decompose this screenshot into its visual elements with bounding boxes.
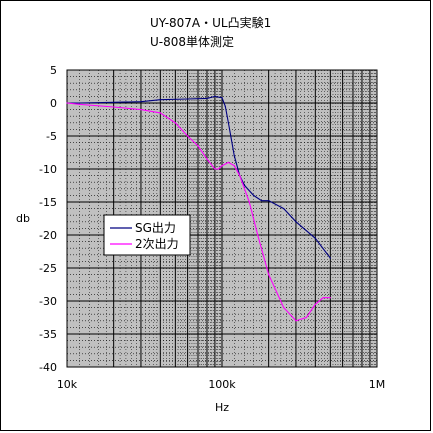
- legend: SG出力 2次出力: [103, 214, 191, 256]
- y-tick-label: -30: [39, 295, 57, 308]
- series-2-point: [268, 274, 270, 276]
- series-2-point: [159, 112, 161, 114]
- series-2-point: [206, 158, 208, 160]
- series-2-point: [329, 297, 331, 299]
- series-1-point: [187, 98, 189, 100]
- x-axis-label: Hz: [215, 401, 229, 414]
- series-2-point: [197, 145, 199, 147]
- series-1-point: [314, 237, 316, 239]
- chart-subtitle: U-808単体測定: [150, 35, 235, 49]
- y-tick-label: 0: [50, 97, 57, 110]
- series-1-point: [214, 95, 216, 97]
- series-1-point: [295, 221, 297, 223]
- series-2-point: [257, 234, 259, 236]
- series-1-point: [268, 200, 270, 202]
- x-tick-label: 100k: [208, 378, 236, 391]
- series-1-point: [329, 257, 331, 259]
- series-1-point: [224, 105, 226, 107]
- series-2-point: [322, 297, 324, 299]
- series-2-point: [140, 109, 142, 111]
- series-2-point: [239, 175, 241, 177]
- y-tick-label: -25: [39, 262, 57, 275]
- grid: [67, 70, 377, 367]
- y-tick-label: 5: [50, 64, 57, 77]
- y-tick-label: -40: [39, 361, 57, 374]
- series-1-point: [244, 184, 246, 187]
- series-2-point: [78, 103, 80, 105]
- series-group: [66, 95, 331, 322]
- x-tick-label: 10k: [57, 378, 78, 391]
- y-axis-label: db: [16, 212, 30, 225]
- series-1-point: [227, 122, 230, 124]
- series-line-2: [66, 102, 331, 322]
- series-1-point: [233, 155, 235, 157]
- series-1-point: [260, 200, 263, 202]
- legend-label-2: 2次出力: [135, 237, 179, 251]
- series-2-point: [305, 316, 307, 319]
- x-axis-ticks: 10k 100k 1M: [57, 378, 385, 391]
- series-2-point: [66, 102, 68, 104]
- series-2-point: [283, 307, 285, 309]
- series-2-point: [233, 165, 235, 167]
- series-1-point: [159, 99, 161, 101]
- y-tick-label: -10: [39, 163, 57, 176]
- series-1-point: [283, 208, 285, 210]
- y-tick-label: -20: [39, 229, 57, 242]
- series-1-point: [221, 97, 223, 99]
- y-tick-label: -5: [46, 130, 57, 143]
- series-1-point: [78, 102, 80, 104]
- y-axis-ticks: 5 0 -5 -10 -15 -20 -25 -30 -35 -40: [39, 64, 57, 374]
- chart-title: UY-807A・UL凸実験1: [150, 16, 272, 30]
- series-2-point: [113, 106, 115, 108]
- series-2-point: [217, 168, 220, 170]
- legend-label-1: SG出力: [135, 221, 176, 235]
- series-2-point: [174, 122, 176, 124]
- y-tick-label: -35: [39, 328, 57, 341]
- series-2-point: [227, 161, 230, 163]
- series-2-point: [314, 303, 316, 305]
- series-1-point: [253, 194, 255, 196]
- series-1-point: [113, 101, 115, 103]
- series-2-point: [221, 165, 223, 167]
- legend-box: [103, 214, 191, 256]
- series-2-point: [295, 320, 297, 322]
- series-2-point: [187, 135, 189, 137]
- series-1-point: [206, 97, 208, 99]
- series-2-point: [248, 201, 250, 203]
- series-1-point: [140, 101, 142, 103]
- series-2-point: [214, 168, 216, 170]
- y-tick-label: -15: [39, 196, 57, 209]
- x-tick-label: 1M: [369, 378, 386, 391]
